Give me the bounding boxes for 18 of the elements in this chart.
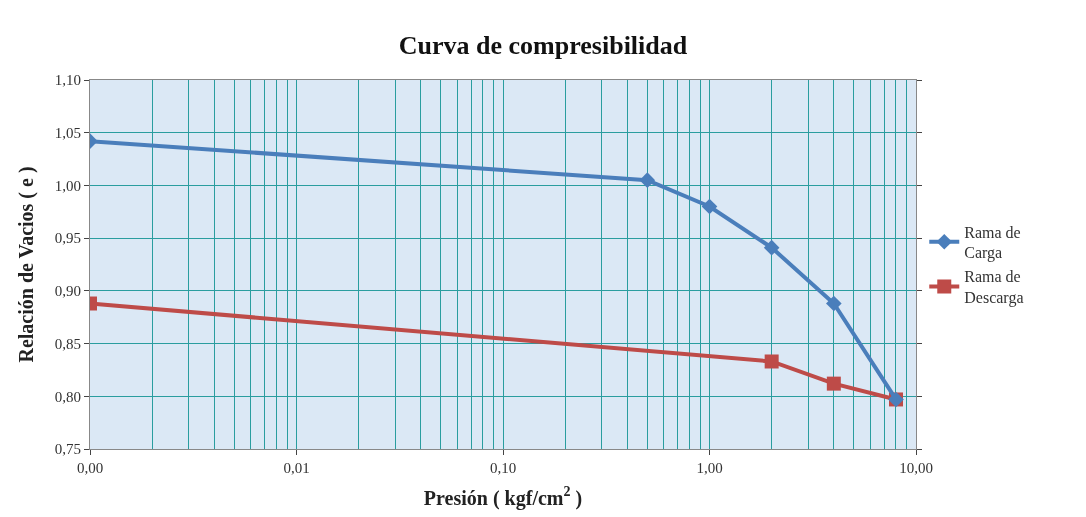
y-tick-label: 1,00 bbox=[54, 177, 81, 194]
y-tick-label: 0,95 bbox=[54, 230, 81, 247]
x-tick-label: 10,00 bbox=[899, 460, 933, 476]
legend-label: Rama de Descarga bbox=[964, 268, 1024, 308]
x-tick-label: 0,01 bbox=[283, 460, 310, 476]
y-axis-title: Relación de Vacios ( e ) bbox=[15, 166, 39, 363]
chart-title: Curva de compresibilidad bbox=[398, 31, 688, 61]
y-tick-label: 0,80 bbox=[54, 388, 81, 405]
y-tick-label: 0,75 bbox=[54, 441, 81, 458]
y-tick-label: 0,90 bbox=[54, 283, 81, 300]
y-tick-label: 1,05 bbox=[54, 124, 81, 141]
x-tick-label: 0,10 bbox=[489, 460, 517, 476]
y-tick-label: 1,10 bbox=[54, 72, 81, 89]
legend-label: Rama de Carga bbox=[964, 223, 1021, 263]
x-tick-label: 0,00 bbox=[76, 460, 104, 476]
x-tick-label: 1,00 bbox=[696, 460, 723, 476]
y-tick-label: 0,85 bbox=[54, 335, 81, 352]
x-axis-title: Presión ( kgf/cm$^{2}$ ) bbox=[423, 484, 583, 510]
